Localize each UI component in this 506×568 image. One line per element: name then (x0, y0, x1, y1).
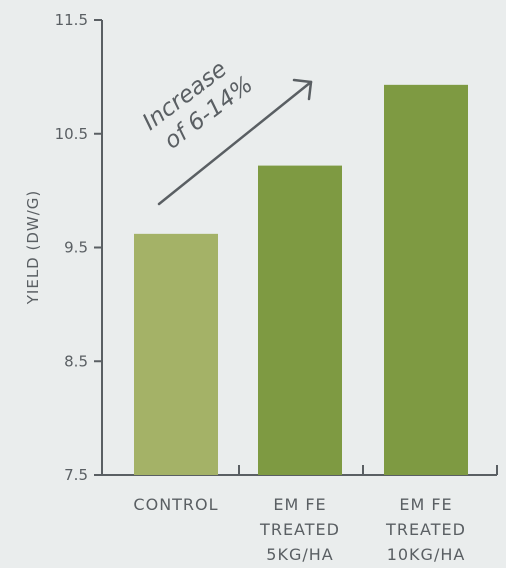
bars (134, 84, 468, 476)
y-tick-label: 7.5 (64, 466, 88, 484)
y-ticks: 7.5 8.5 9.5 10.5 11.5 (55, 11, 102, 484)
y-tick-label: 11.5 (55, 11, 88, 29)
x-category-label: CONTROL (133, 495, 218, 514)
y-tick-label: 10.5 (55, 125, 88, 143)
annotation-arrow-head (292, 78, 313, 101)
y-tick-label: 9.5 (64, 239, 88, 257)
x-category-label: TREATED (385, 520, 466, 539)
x-category-label: 5KG/HA (266, 545, 333, 564)
y-tick-label: 8.5 (64, 352, 88, 370)
bar (258, 165, 342, 475)
category-labels: CONTROL EM FE TREATED 5KG/HA EM FE TREATED 10K… (133, 495, 466, 564)
y-axis-title: YIELD (DW/G) (24, 190, 42, 306)
annotation-arrow-shaft (157, 80, 313, 206)
x-ticks (238, 465, 498, 475)
x-category-label: TREATED (259, 520, 340, 539)
bar (384, 84, 468, 476)
bar (134, 233, 218, 475)
x-category-label: EM FE (273, 495, 326, 514)
x-category-label: EM FE (399, 495, 452, 514)
x-category-label: 10KG/HA (387, 545, 466, 564)
